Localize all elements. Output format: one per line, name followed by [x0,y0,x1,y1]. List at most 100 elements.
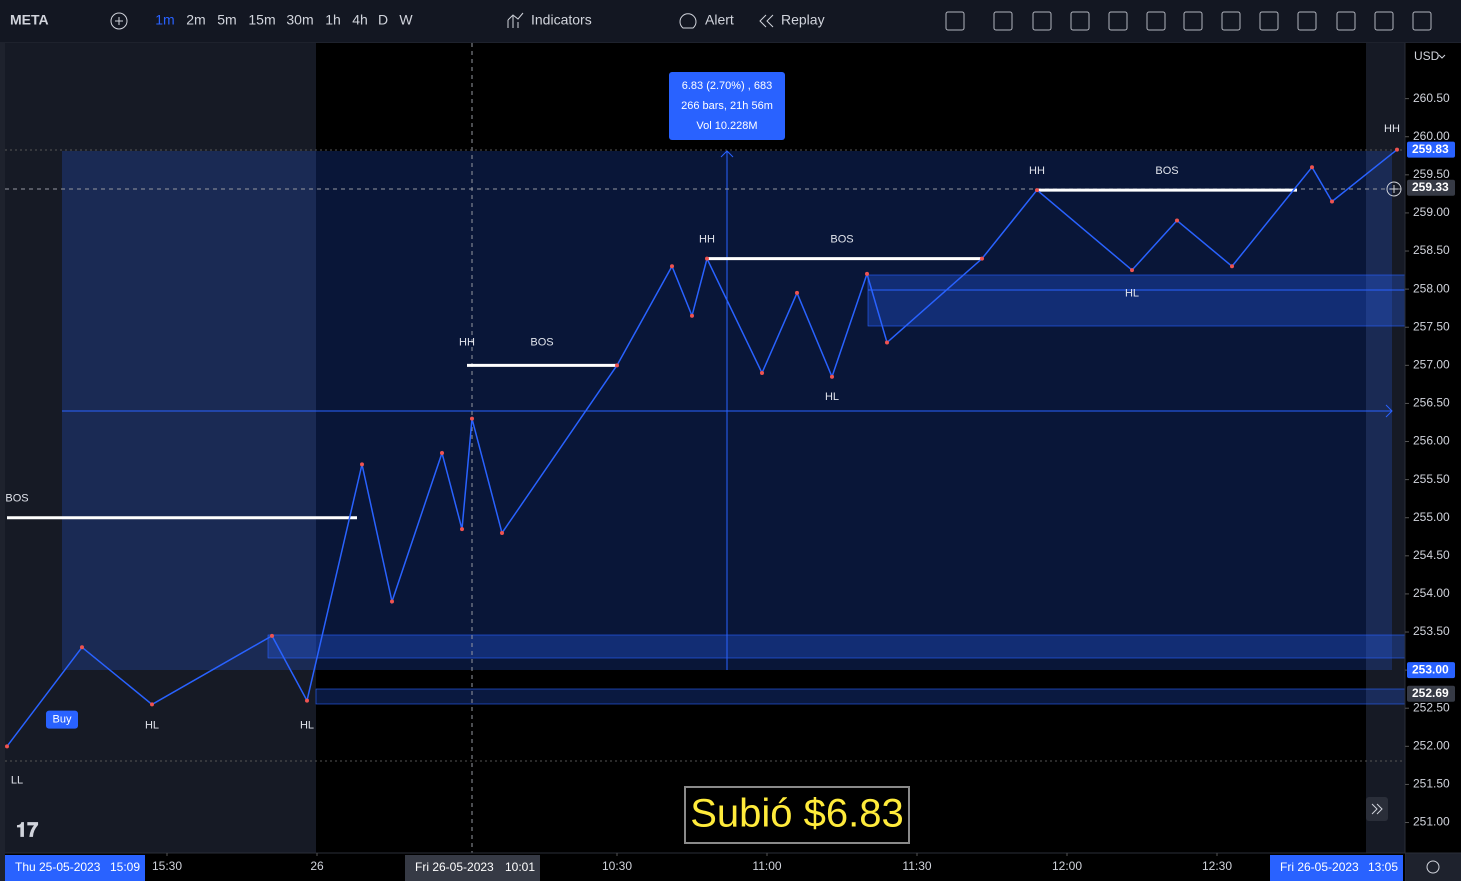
y-tick-label: 257.00 [1413,357,1450,371]
y-tick-label: 257.50 [1413,319,1450,333]
pivot [305,698,309,703]
banner: Subió $6.83 [690,792,904,836]
y-tick-label: 260.50 [1413,91,1450,105]
y-tick-label: 253.50 [1413,624,1450,638]
alert-btn[interactable]: Alert [705,12,734,28]
measure-box [669,72,785,140]
x-tick-label: 11:30 [902,859,931,873]
y-tick-label: 255.00 [1413,510,1450,524]
time-time: 10:01 [505,860,535,874]
time-axis [5,853,1405,881]
drawing-tool[interactable] [1221,11,1241,31]
price-axis [1405,43,1461,853]
x-tick-label: 11:00 [752,859,781,873]
currency[interactable]: USD [1414,49,1440,63]
y-tick-label: 258.50 [1413,243,1450,257]
annotation: HH [1029,165,1045,177]
pivot [615,363,619,368]
annotation: HL [825,391,839,403]
pivot [1310,165,1314,170]
y-tick-label: 252.00 [1413,738,1450,752]
annotation: LL [11,775,23,787]
pivot [390,599,394,604]
price-badge [1407,685,1455,702]
drawing-tool[interactable] [945,11,965,31]
time-time: 15:09 [110,860,140,874]
price-badge [1407,141,1455,158]
y-tick-label: 260.00 [1413,129,1450,143]
replay-btn[interactable]: Replay [781,12,825,28]
pivot [1035,188,1039,193]
x-tick-label: 26 [310,859,324,873]
x-tick-label: 12:30 [1202,859,1232,873]
drawing-tool[interactable] [1336,11,1356,31]
drawing-tool[interactable] [1108,11,1128,31]
settings[interactable] [1426,860,1440,874]
drawing-tool[interactable] [1183,11,1203,31]
interval[interactable]: 2m [186,12,205,28]
annotation: BOS [530,336,553,348]
indicators-btn[interactable]: Indicators [531,12,592,28]
measure-text: Vol 10.228M [696,120,757,132]
interval[interactable]: 1m [155,12,174,28]
price-badge-label: 259.83 [1412,142,1449,156]
interval[interactable]: 1h [325,12,341,28]
drawing-tool[interactable] [1032,11,1052,31]
y-tick-label: 256.50 [1413,396,1450,410]
symbol[interactable]: META [10,12,49,28]
pivot [1175,218,1179,223]
interval[interactable]: 30m [286,12,313,28]
icon [507,12,524,28]
time-highlight [1270,855,1403,881]
annotation: HH [1384,123,1400,135]
price-badge [1407,662,1455,679]
interval[interactable]: 5m [217,12,236,28]
drawing-tool[interactable] [1259,11,1279,31]
icon [115,17,123,25]
icon [759,14,774,28]
y-tick-label: 251.50 [1413,777,1450,791]
pivot [865,271,869,276]
price-badge [1407,179,1455,196]
interval[interactable]: D [378,12,388,28]
price-badge-label: 252.69 [1412,686,1449,700]
drawing-tool[interactable] [1297,11,1317,31]
annotation: HH [699,234,715,246]
pivot [440,450,444,455]
time-highlight [5,855,145,881]
arrow [1385,404,1393,418]
pivot [470,416,474,421]
drawing-tool[interactable] [1146,11,1166,31]
buy-badge [46,710,78,729]
drawing-tool[interactable] [993,11,1013,31]
add-btn[interactable] [1386,181,1402,197]
drawing-tool[interactable] [1374,11,1394,31]
pivot [1395,147,1399,152]
pivot [690,313,694,318]
pivot [795,290,799,295]
y-tick-label: 255.50 [1413,472,1450,486]
interval[interactable]: W [399,12,413,28]
interval[interactable]: 15m [248,12,275,28]
y-tick-label: 259.00 [1413,205,1450,219]
pivot [670,264,674,269]
annotation: BOS [5,493,28,505]
y-tick-label: 254.50 [1413,548,1450,562]
pivot [500,530,504,535]
price-line [6,149,1398,747]
measure-text: 6.83 (2.70%) , 683 [682,80,773,92]
add-symbol[interactable] [110,12,128,30]
pivot [1230,264,1234,269]
price-badge-label: 259.33 [1412,180,1449,194]
pivot [830,374,834,379]
y-tick-label: 252.50 [1413,700,1450,714]
y-tick-label: 258.00 [1413,281,1450,295]
pivot [705,256,709,261]
interval[interactable]: 4h [352,12,368,28]
arrow [720,150,734,158]
caret [1438,54,1446,59]
drawing-tool[interactable] [1070,11,1090,31]
icon [1390,185,1398,193]
drawing-tool[interactable] [1412,11,1432,31]
